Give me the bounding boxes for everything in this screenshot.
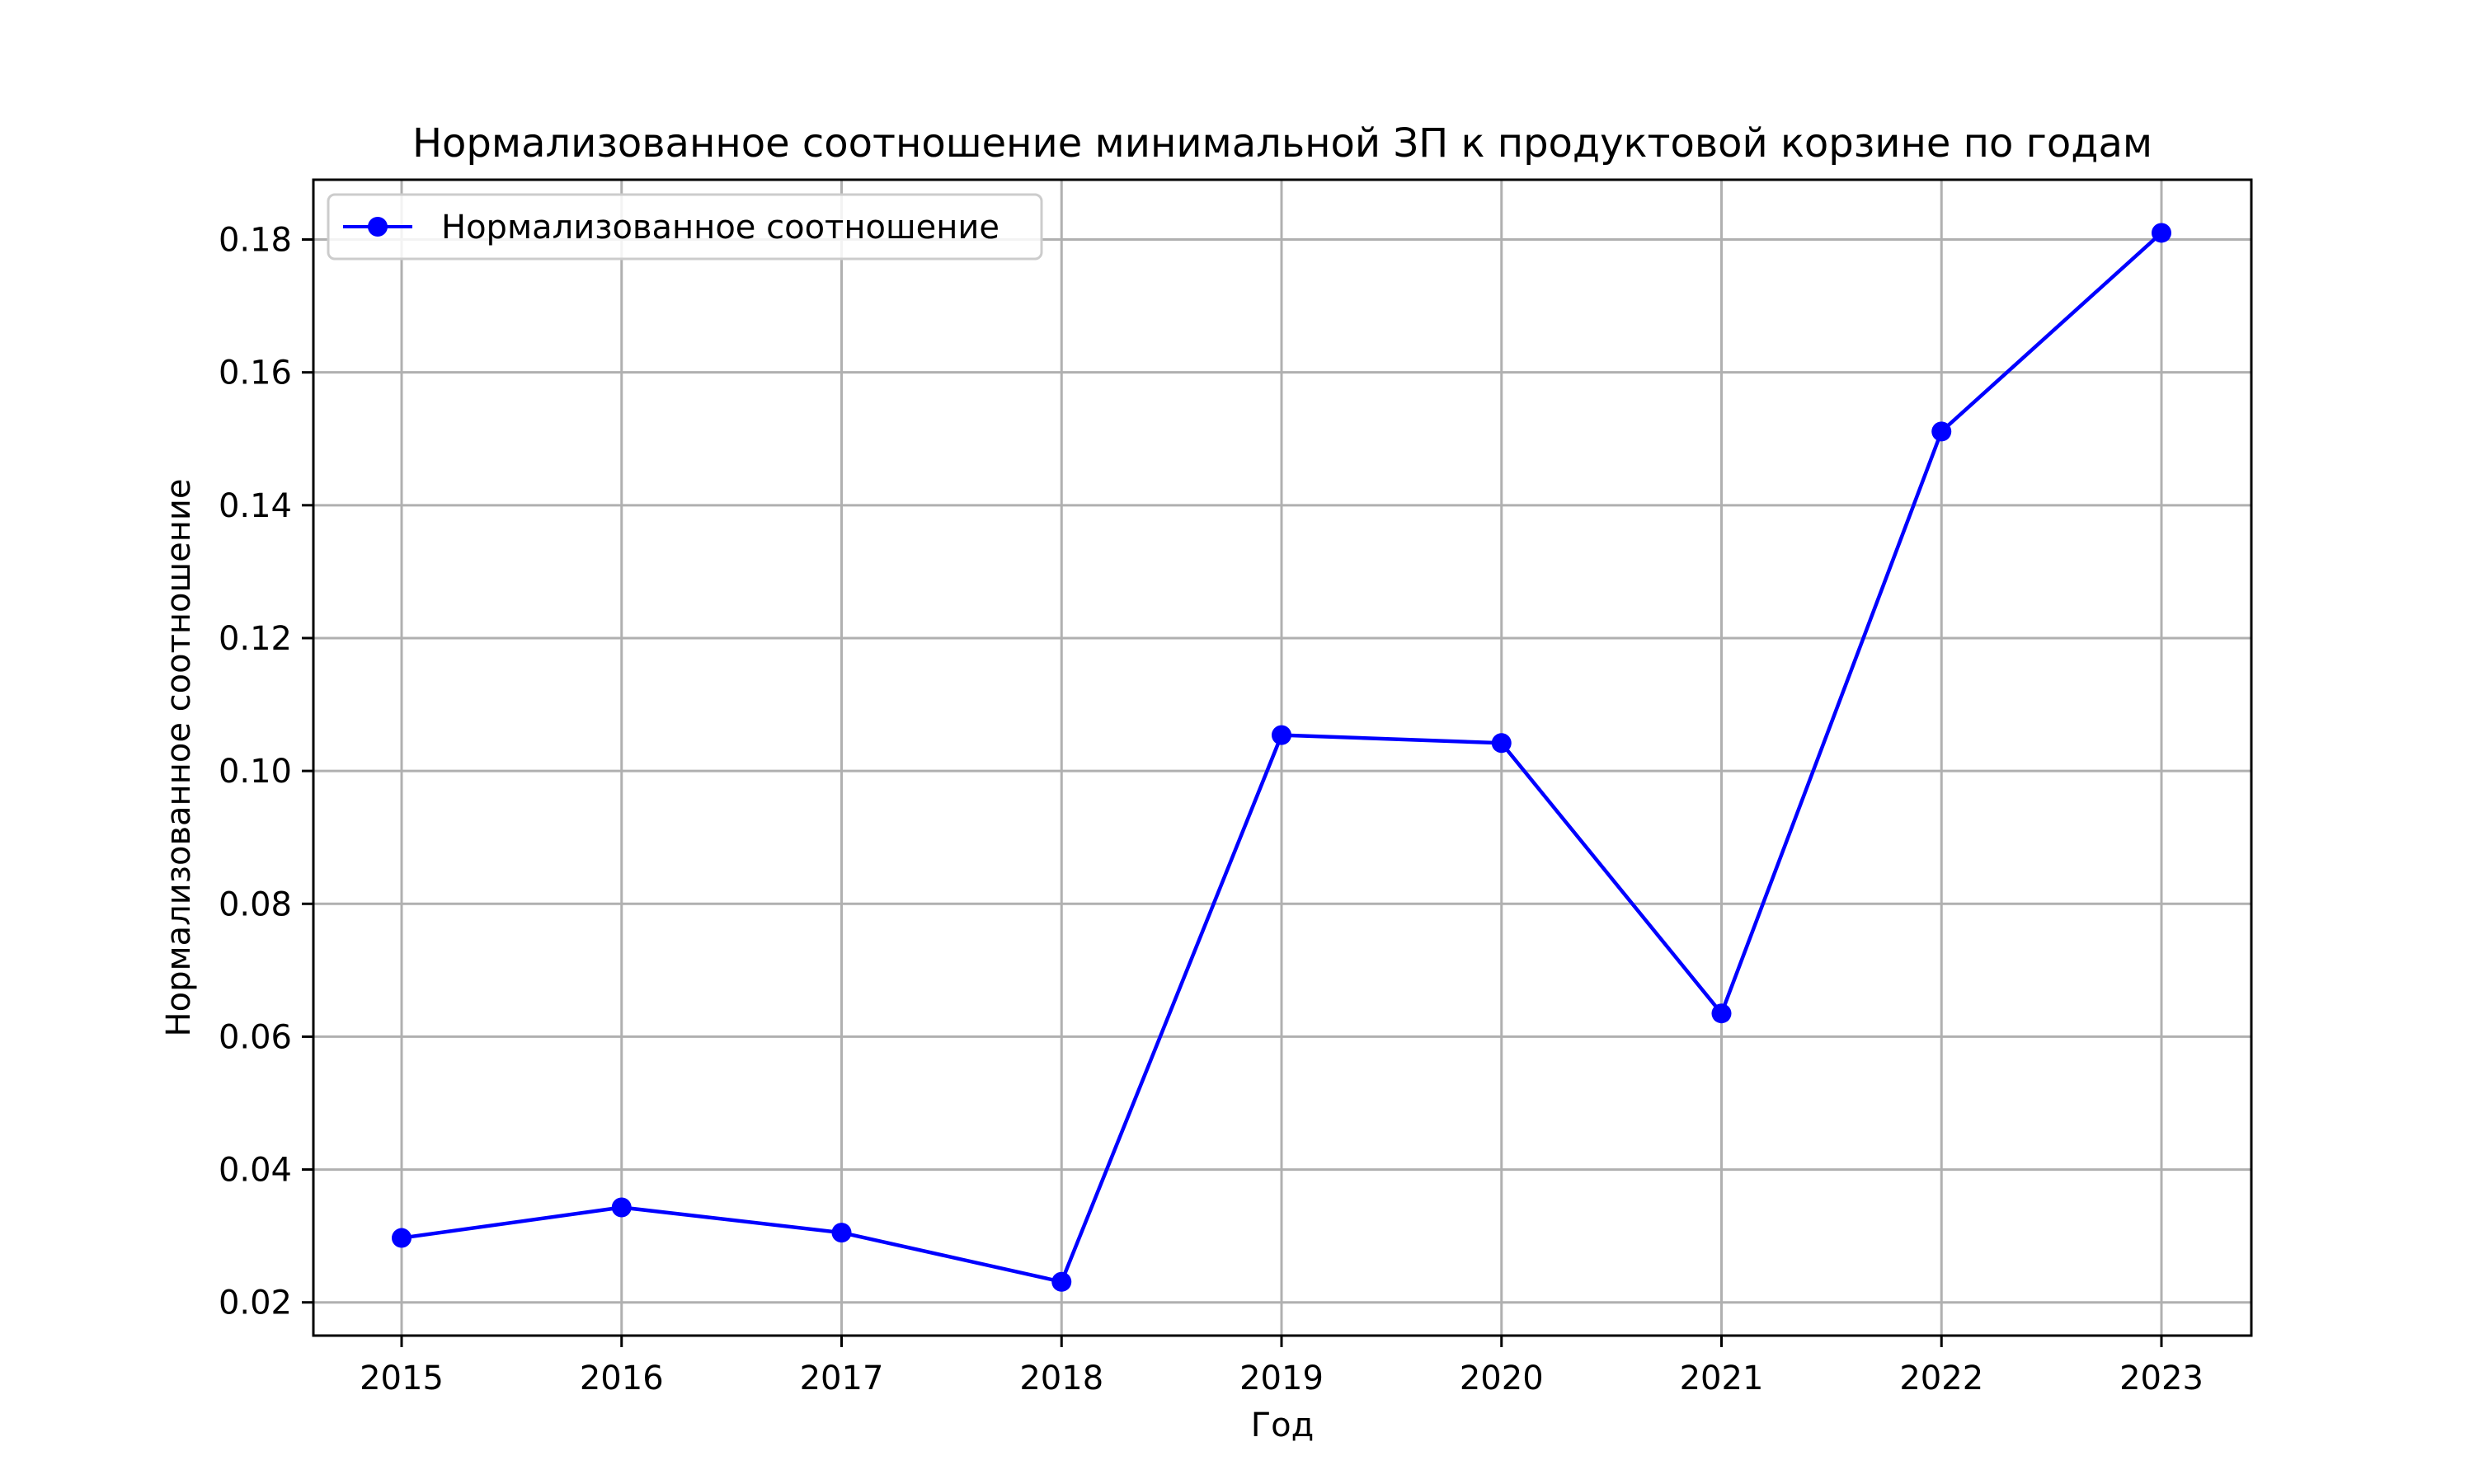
y-tick-label: 0.02	[219, 1284, 292, 1322]
y-tick-label: 0.08	[219, 885, 292, 923]
data-point-2021	[1711, 1003, 1732, 1024]
x-tick-label: 2020	[1460, 1360, 1544, 1397]
x-tick-label: 2018	[1019, 1360, 1103, 1397]
data-point-2016	[611, 1197, 632, 1218]
grid-lines	[313, 180, 2251, 1336]
x-tick-label: 2022	[1899, 1360, 1983, 1397]
y-tick-label: 0.18	[219, 222, 292, 260]
x-tick-label: 2021	[1680, 1360, 1764, 1397]
x-tick-label: 2016	[580, 1360, 664, 1397]
data-point-2018	[1051, 1271, 1072, 1292]
x-tick-label: 2017	[800, 1360, 884, 1397]
x-axis-label: Год	[1251, 1407, 1315, 1444]
data-point-2022	[1931, 421, 1952, 442]
x-tick-label: 2019	[1239, 1360, 1324, 1397]
y-axis-label: Нормализованное соотношение	[160, 479, 198, 1037]
data-point-2023	[2152, 223, 2171, 243]
chart-title: Нормализованное соотношение минимальной …	[412, 120, 2152, 167]
data-point-2020	[1491, 733, 1512, 754]
data-point-2019	[1272, 725, 1291, 745]
data-series	[392, 223, 2171, 1292]
legend-marker-sample	[368, 217, 388, 237]
y-tick-label: 0.12	[219, 620, 292, 658]
axis-ticks: 2015 2016 2017 2018 2019 2020 2021 2022 2023 0.02…	[219, 222, 2204, 1397]
y-tick-label: 0.06	[219, 1018, 292, 1056]
legend: Нормализованное соотношение	[327, 193, 1043, 261]
data-point-2017	[831, 1223, 852, 1243]
y-tick-label: 0.10	[219, 753, 292, 791]
data-point-2015	[392, 1228, 412, 1248]
x-tick-label: 2023	[2119, 1360, 2204, 1397]
legend-label: Нормализованное соотношение	[441, 209, 999, 247]
y-tick-label: 0.04	[219, 1152, 292, 1190]
x-tick-label: 2015	[360, 1360, 444, 1397]
y-tick-label: 0.16	[219, 355, 292, 392]
legend-box	[327, 193, 1043, 261]
y-tick-label: 0.14	[219, 487, 292, 525]
